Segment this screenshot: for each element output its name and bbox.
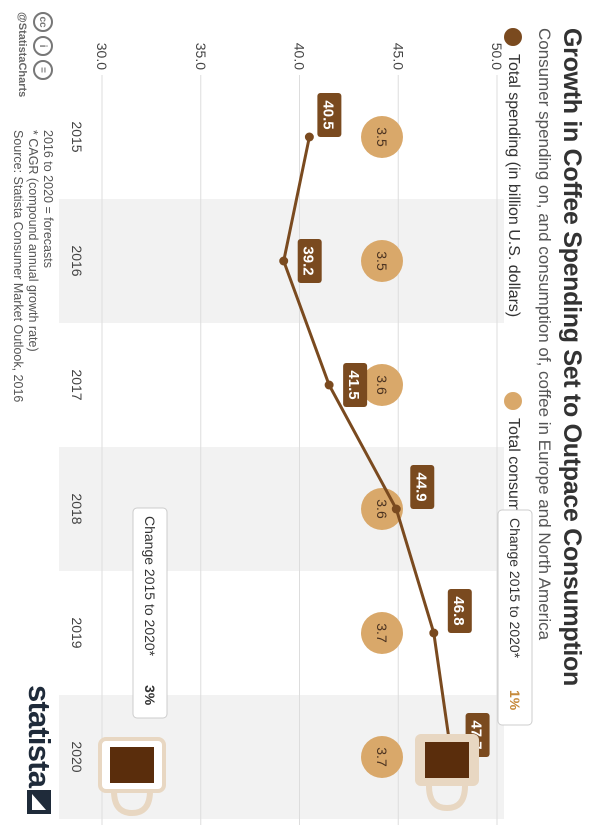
- consumption-label: 3.7: [374, 747, 390, 767]
- spending-label: 44.9: [412, 472, 429, 501]
- spending-point: [304, 132, 314, 142]
- spending-label: 39.2: [300, 246, 317, 275]
- coffee-cup-light-icon: [415, 734, 479, 812]
- cup-coffee: [110, 747, 154, 783]
- spending-point: [429, 628, 439, 638]
- statista-logo-icon: [27, 790, 51, 814]
- license-icons: cc i =: [33, 12, 53, 80]
- column-band: [59, 695, 504, 819]
- y-tick-label: 45.0: [390, 43, 406, 70]
- annotation-consumption-value: 1%: [507, 690, 523, 711]
- cup-coffee: [425, 742, 469, 778]
- consumption-bubble: [361, 240, 403, 282]
- spending-point: [279, 256, 289, 266]
- spending-point: [324, 380, 334, 390]
- note-forecast: 2016 to 2020 = forecasts: [41, 130, 55, 268]
- consumption-bubble: [361, 612, 403, 654]
- consumption-bubble: [361, 736, 403, 778]
- y-tick-label: 40.0: [292, 43, 308, 70]
- x-tick-label: 2016: [69, 245, 85, 276]
- consumption-bubble: [361, 364, 403, 406]
- annotation-consumption-text: Change 2015 to 2020*: [507, 518, 523, 659]
- annotation-box-spending: [132, 507, 168, 719]
- spending-label-box: [343, 363, 368, 407]
- annotation-spending-value: 3%: [142, 685, 158, 706]
- coffee-cup-dark-icon: [98, 737, 166, 817]
- brand-logo[interactable]: statista: [22, 685, 57, 788]
- attribution-icon: i: [33, 36, 53, 56]
- spending-label: 40.5: [319, 100, 336, 129]
- x-tick-label: 2015: [69, 121, 85, 152]
- credit: @StatistaCharts: [16, 12, 28, 98]
- plot-area: 30.0 35.0 40.0 45.0 50.0 2015 2016 2017 2018 2019…: [59, 43, 533, 825]
- cup-handle: [111, 790, 153, 817]
- spending-label: 46.8: [450, 596, 467, 625]
- consumption-label: 3.5: [374, 127, 390, 147]
- consumption-label: 3.7: [374, 623, 390, 643]
- consumption-label: 3.5: [374, 251, 390, 271]
- cup-handle: [426, 785, 468, 812]
- consumption-bubble: [361, 116, 403, 158]
- footer: cc i = @StatistaCharts 2016 to 2020 = fo…: [0, 0, 57, 825]
- y-tick-label: 50.0: [489, 43, 505, 70]
- no-derivatives-icon: =: [33, 60, 53, 80]
- x-tick-label: 2019: [69, 617, 85, 648]
- note-cagr: * CAGR (compound annual growth rate): [26, 130, 40, 352]
- spending-label-box: [297, 239, 322, 283]
- x-tick-label: 2020: [69, 741, 85, 772]
- spending-label-box: [447, 589, 472, 633]
- annotation-spending-text: Change 2015 to 2020*: [142, 516, 158, 657]
- column-band: [59, 447, 504, 571]
- y-tick-label: 30.0: [94, 43, 110, 70]
- spending-label-box: [317, 93, 342, 137]
- consumption-label: 3.6: [374, 499, 390, 519]
- x-tick-label: 2018: [69, 493, 85, 524]
- spending-label: 41.5: [345, 370, 362, 399]
- note-source: Source: Statista Consumer Market Outlook…: [11, 130, 25, 403]
- annotation-box-consumption: [497, 509, 533, 726]
- y-tick-label: 35.0: [193, 43, 209, 70]
- x-tick-label: 2017: [69, 369, 85, 400]
- spending-point: [391, 504, 401, 514]
- consumption-label: 3.6: [374, 375, 390, 395]
- consumption-bubble: [361, 488, 403, 530]
- creative-commons-icon: cc: [33, 12, 53, 32]
- spending-line: [282, 136, 454, 758]
- spending-label-box: [410, 465, 435, 509]
